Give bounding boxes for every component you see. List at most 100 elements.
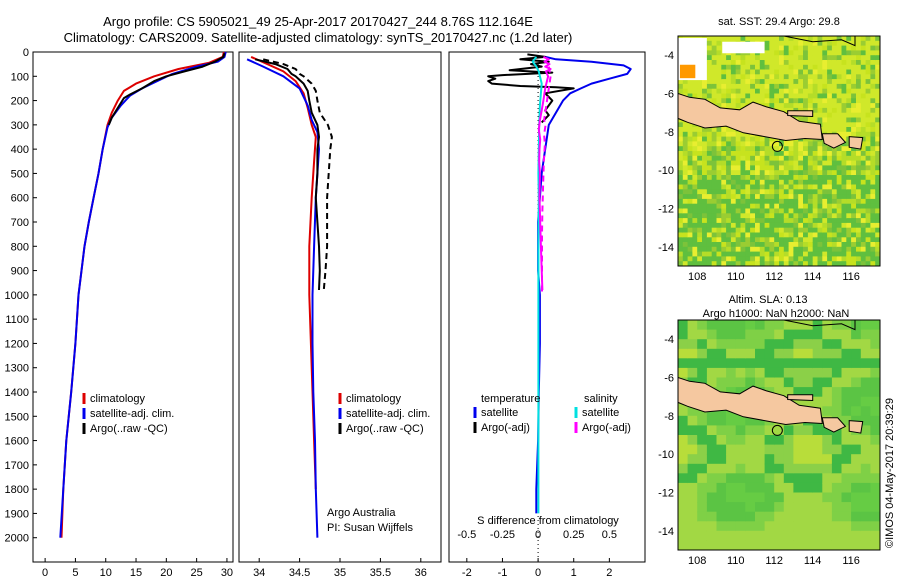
heatmap-cell (745, 170, 751, 176)
heatmap-cell (870, 136, 876, 142)
heatmap-cell (764, 55, 770, 61)
heatmap-cell (865, 36, 871, 42)
heatmap-cell (793, 218, 799, 224)
heatmap-cell (788, 60, 794, 66)
heatmap-cell (846, 246, 852, 253)
heatmap-cell (730, 179, 737, 186)
heatmap-cell (745, 454, 756, 465)
heatmap-cell (764, 237, 770, 243)
heatmap-cell (711, 184, 718, 190)
heatmap-cell (721, 151, 727, 157)
heatmap-cell (841, 540, 852, 550)
heatmap-cell (692, 256, 698, 262)
heatmap-cell (678, 367, 689, 379)
heatmap-cell (716, 377, 727, 388)
legend-label: climatology (90, 393, 146, 405)
heatmap-cell (827, 232, 833, 238)
heatmap-cell (759, 194, 766, 200)
heatmap-cell (721, 170, 727, 176)
heatmap-cell (788, 146, 794, 152)
heatmap-cell (755, 530, 766, 541)
heatmap-cell (706, 502, 718, 513)
heatmap-cell (870, 261, 876, 266)
heatmap-cell (774, 387, 785, 398)
heatmap-cell (745, 530, 756, 541)
heatmap-cell (697, 425, 708, 436)
heatmap-cell (678, 189, 684, 195)
heatmap-cell (678, 329, 689, 340)
heatmap-cell (716, 435, 727, 446)
heatmap-cell (827, 242, 833, 248)
heatmap-cell (716, 131, 722, 138)
heatmap-cell (779, 83, 785, 90)
heatmap-cell (687, 218, 693, 224)
heatmap-cell (841, 122, 847, 128)
heatmap-cell (822, 444, 833, 455)
heatmap-cell (822, 348, 833, 359)
heatmap-cell (716, 242, 722, 248)
heatmap-cell (822, 222, 828, 229)
heatmap-cell (755, 425, 766, 436)
legend-label: satellite-adj. clim. (346, 408, 430, 420)
heatmap-cell (750, 203, 756, 210)
heatmap-cell (716, 339, 727, 350)
heatmap-cell (740, 60, 746, 66)
heatmap-cell (706, 222, 713, 229)
heatmap-cell (836, 198, 843, 205)
heatmap-cell (793, 339, 804, 350)
heatmap-cell (827, 60, 833, 66)
heatmap-cell (851, 98, 857, 104)
heatmap-cell (793, 502, 804, 513)
heatmap-cell (678, 170, 684, 176)
heatmap-cell (831, 242, 838, 248)
heatmap-cell (774, 40, 780, 47)
heatmap-cell (774, 141, 780, 147)
heatmap-cell (769, 93, 775, 99)
heatmap-cell (822, 387, 833, 398)
heatmap-cell (865, 222, 871, 229)
heatmap-cell (687, 208, 693, 214)
heatmap-cell (860, 103, 867, 109)
heatmap-cell (798, 256, 804, 262)
heatmap-cell (755, 151, 761, 157)
heatmap-cell (851, 320, 862, 331)
heatmap-cell (716, 98, 722, 104)
heatmap-cell (769, 55, 775, 61)
heatmap-cell (750, 160, 756, 166)
heatmap-cell (706, 88, 713, 95)
heatmap-cell (807, 165, 814, 171)
heatmap-cell (841, 251, 847, 257)
heatmap-cell (822, 127, 828, 133)
heatmap-cell (827, 222, 833, 229)
heatmap-cell (788, 103, 794, 109)
heatmap-cell (841, 444, 852, 455)
heatmap-cell (735, 55, 742, 61)
heatmap-cell (841, 107, 847, 114)
heatmap-cell (860, 69, 867, 75)
heatmap-cell (687, 194, 693, 200)
x-tick-label: -1 (498, 567, 508, 579)
heatmap-cell (783, 45, 790, 51)
heatmap-cell (783, 502, 794, 513)
heatmap-cell (745, 246, 751, 253)
heatmap-cell (846, 251, 852, 257)
heatmap-cell (860, 107, 867, 114)
map-title: sat. SST: 29.4 Argo: 29.8 (718, 16, 840, 28)
heatmap-cell (793, 511, 804, 522)
heatmap-cell (831, 88, 838, 95)
heatmap-cell (764, 511, 775, 522)
heatmap-cell (870, 103, 876, 109)
heatmap-cell (851, 492, 862, 503)
heatmap-cell (774, 358, 785, 369)
heatmap-cell (788, 74, 794, 80)
heatmap-cell (759, 79, 766, 85)
heatmap-cell (793, 208, 799, 214)
heatmap-cell (735, 213, 742, 219)
heatmap-cell (836, 175, 843, 181)
heatmap-cell (682, 141, 689, 147)
heatmap-cell (841, 69, 847, 75)
heatmap-cell (817, 251, 823, 257)
heatmap-cell (851, 55, 857, 61)
heatmap-cell (831, 492, 843, 503)
heatmap-cell (678, 79, 684, 85)
